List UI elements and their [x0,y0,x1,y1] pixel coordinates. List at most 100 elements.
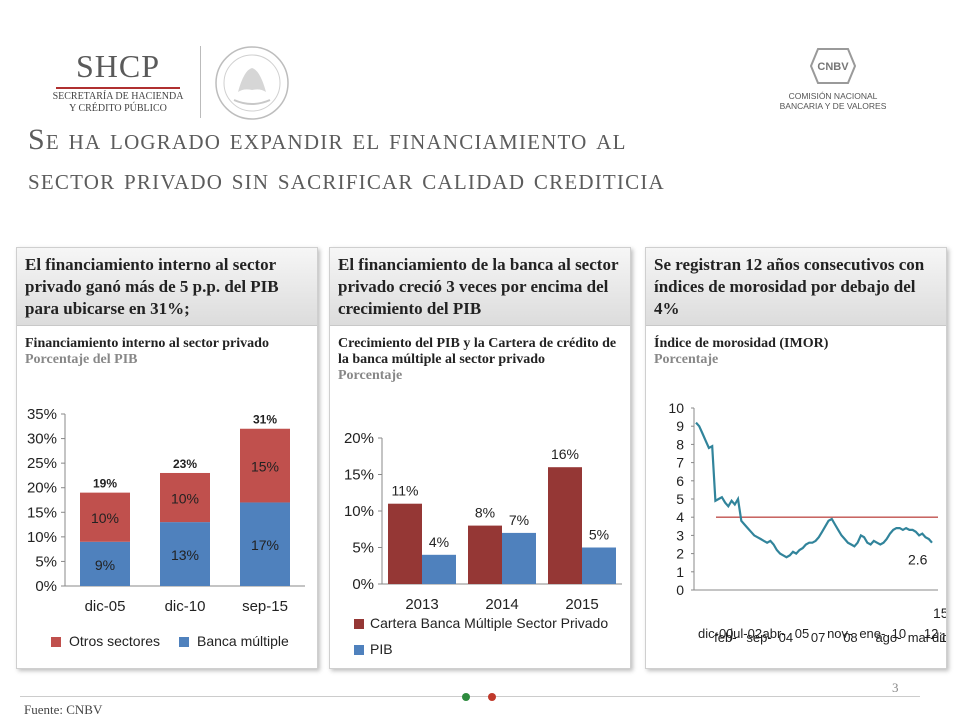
chart-2-unit: Porcentaje [338,368,403,383]
x-tick-label: ago- [875,630,901,645]
panel-financing: El financiamiento interno al sector priv… [16,247,318,669]
cnbv-subtitle-1: COMISIÓN NACIONAL [788,91,878,101]
y-tick-label: 0% [35,578,57,595]
shcp-logo: SHCP SECRETARÍA DE HACIENDA Y CRÉDITO PÚ… [48,48,188,115]
bar-1 [240,428,290,503]
y-tick-label: 20% [27,480,57,497]
shcp-divider [56,87,180,89]
y-tick-label: 5% [35,553,57,570]
y-tick-label: 20% [344,430,374,447]
chart-2-title: Crecimiento del PIB y la Cartera de créd… [338,336,617,367]
page-number: 3 [892,680,899,695]
bar-value-label: 8% [475,505,495,521]
x-tick-label: 08 [843,630,857,645]
legend-label: Otros sectores [69,633,160,649]
y-tick-label: 4 [676,509,684,525]
footer-divider [20,696,920,697]
end-value-label: 2.6 [908,552,928,568]
x-tick-label: 04 [779,630,793,645]
bar-value-label: 10% [171,491,199,507]
y-tick-label: 7 [676,455,684,471]
bar-0 [160,522,210,586]
y-tick-label: 10 [668,400,684,416]
x-tick-label: sep-15 [242,598,288,615]
chart-1-title: Financiamiento interno al sector privado [25,336,269,351]
x-tick-label: dic [932,630,946,645]
bar-value-label: 9% [95,557,115,573]
bar-0 [240,502,290,586]
cnbv-badge-text: CNBV [817,61,849,73]
panel-1-heading: El financiamiento interno al sector priv… [17,248,317,326]
panel-2-heading: El financiamiento de la banca al sector … [330,248,630,326]
panel-3-heading: Se registran 12 años consecutivos con ín… [646,248,946,326]
x-tick-label: jul-02 [729,626,762,641]
bar-total-label: 19% [93,477,117,491]
bar-1 [582,547,616,584]
imor-line [695,421,933,559]
x-tick-label: 15 [933,605,946,621]
y-tick-label: 30% [27,431,57,448]
logo-separator [200,46,201,118]
y-tick-label: 2 [676,546,684,562]
x-tick-label: dic-10 [165,598,206,615]
chart-3-title: Índice de morosidad (IMOR) [654,336,829,351]
legend-label: Cartera Banca Múltiple Sector Privado [370,615,608,631]
page-title: Se ha logrado expandir el financiamiento… [28,120,938,200]
y-tick-label: 15% [344,467,374,484]
x-tick-label: dic-00 [698,626,733,641]
bar-value-label: 17% [251,537,279,553]
bar-0 [468,525,502,584]
y-tick-label: 15% [27,504,57,521]
y-tick-label: 25% [27,455,57,472]
y-tick-label: 8 [676,436,684,452]
y-tick-label: 10% [27,529,57,546]
y-tick-label: 5% [352,540,374,557]
y-tick-label: 1 [676,564,684,580]
chart-imor-line: 0123456789102.6dic-00feb-jul-02sep-abr-0… [668,400,946,645]
footer-dots-icon [462,693,496,701]
x-tick-label: 13 [940,630,946,645]
legend-swatch [354,645,364,655]
shcp-subtitle-1: SECRETARÍA DE HACIENDA [52,91,184,102]
bar-value-label: 10% [91,510,119,526]
x-tick-label: nov- [827,626,852,641]
x-tick-label: 2015 [565,596,598,613]
bar-1 [502,532,536,584]
bar-value-label: 15% [251,459,279,475]
x-tick-label: abr- [763,626,786,641]
panel-imor: Se registran 12 años consecutivos con ín… [645,247,947,669]
y-tick-label: 9 [676,418,684,434]
bar-value-label: 13% [171,547,199,563]
y-tick-label: 35% [27,406,57,423]
bar-total-label: 31% [253,413,277,427]
y-tick-label: 0 [676,582,684,598]
bar-value-label: 5% [589,527,609,543]
bar-value-label: 7% [509,512,529,528]
panel-3-subtitle: Índice de morosidad (IMOR) Porcentaje [646,326,946,368]
bar-value-label: 4% [429,534,449,550]
panel-1-subtitle: Financiamiento interno al sector privado… [17,326,317,368]
x-tick-label: 10 [892,626,906,641]
shcp-subtitle-2: Y CRÉDITO PÚBLICO [69,103,167,114]
legend-label: PIB [370,641,393,657]
source-note: Fuente: CNBV [24,702,103,717]
panel-2-subtitle: Crecimiento del PIB y la Cartera de créd… [330,326,630,384]
shcp-name: SHCP [75,48,161,84]
chart-growth-bar: 0% 5% 10% 15% 20% 11% 4% 2013 8% 7% 2014 16% 5% 2015 C… [344,430,622,657]
x-tick-label: 05 [795,626,809,641]
x-tick-label: sep- [746,630,771,645]
y-tick-label: 10% [344,503,374,520]
panel-bank-credit: El financiamiento de la banca al sector … [329,247,631,669]
x-tick-label: dic-05 [85,598,126,615]
bar-0 [80,541,130,586]
mexico-seal-icon [215,46,289,120]
legend-label: Banca múltiple [197,633,289,649]
y-tick-label: 5 [676,491,684,507]
x-tick-label: feb- [714,630,736,645]
chart-financing-stacked-bar: 0% 5% 10% 15% 20% 25% 30% 35% 9% 10% 19% dic-05 13% 1… [27,406,305,649]
y-tick-label: 0% [352,576,374,593]
chart-3-unit: Porcentaje [654,352,719,367]
bar-1 [160,472,210,523]
bar-total-label: 23% [173,457,197,471]
legend-swatch [354,619,364,629]
